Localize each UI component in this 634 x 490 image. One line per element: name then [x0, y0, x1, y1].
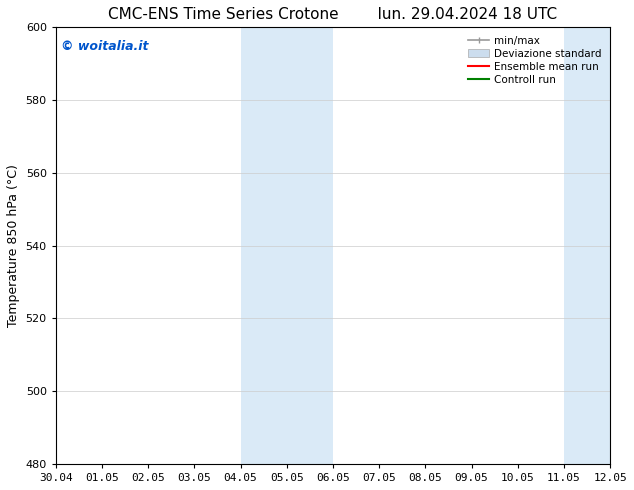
- Title: CMC-ENS Time Series Crotone        lun. 29.04.2024 18 UTC: CMC-ENS Time Series Crotone lun. 29.04.2…: [108, 7, 557, 22]
- Bar: [564, 27, 610, 464]
- Bar: [240, 27, 333, 464]
- Legend: min/max, Deviazione standard, Ensemble mean run, Controll run: min/max, Deviazione standard, Ensemble m…: [465, 32, 605, 88]
- Y-axis label: Temperature 850 hPa (°C): Temperature 850 hPa (°C): [7, 164, 20, 327]
- Text: © woitalia.it: © woitalia.it: [61, 40, 149, 53]
